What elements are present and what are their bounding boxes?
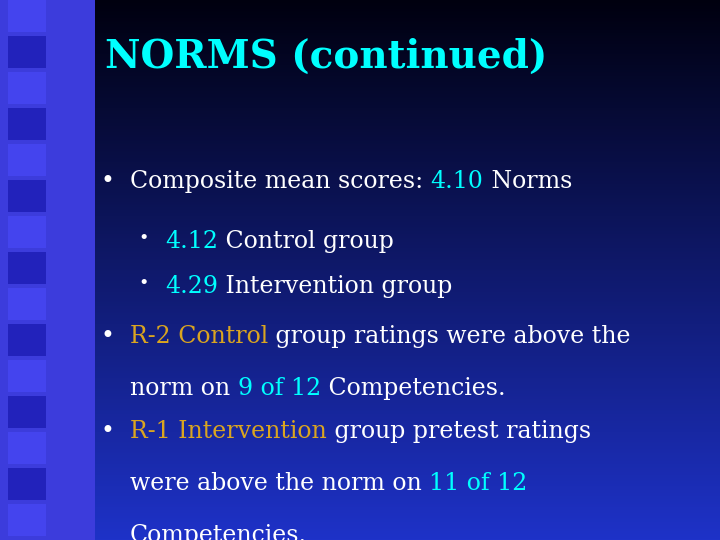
Text: Competencies.: Competencies.: [130, 524, 307, 540]
Text: were above the norm on: were above the norm on: [130, 472, 429, 495]
Text: R-1 Intervention: R-1 Intervention: [130, 420, 327, 443]
Bar: [8, 36, 46, 68]
Text: NORMS (continued): NORMS (continued): [105, 38, 547, 76]
Bar: [8, 468, 46, 500]
Text: •: •: [100, 420, 114, 443]
Bar: [8, 108, 46, 140]
Text: Intervention group: Intervention group: [218, 275, 452, 298]
Text: norm on: norm on: [130, 377, 238, 400]
Text: •: •: [138, 275, 148, 293]
Bar: [8, 180, 46, 212]
Text: 9 of 12: 9 of 12: [238, 377, 321, 400]
Text: group pretest ratings: group pretest ratings: [327, 420, 591, 443]
Text: 11 of 12: 11 of 12: [429, 472, 528, 495]
Bar: [8, 396, 46, 428]
Text: 4.12: 4.12: [165, 230, 218, 253]
Text: R-2 Control: R-2 Control: [130, 325, 269, 348]
Bar: [8, 144, 46, 176]
Bar: [8, 0, 46, 32]
Bar: [8, 324, 46, 356]
Bar: [8, 72, 46, 104]
Bar: [8, 288, 46, 320]
Text: Competencies.: Competencies.: [321, 377, 505, 400]
Text: Control group: Control group: [218, 230, 394, 253]
Text: Norms: Norms: [484, 170, 572, 193]
Text: 4.10: 4.10: [431, 170, 484, 193]
Text: •: •: [100, 325, 114, 348]
Bar: [8, 216, 46, 248]
Text: •: •: [100, 170, 114, 193]
Text: 4.29: 4.29: [165, 275, 218, 298]
Text: Composite mean scores:: Composite mean scores:: [130, 170, 431, 193]
Bar: [8, 252, 46, 284]
Bar: [8, 432, 46, 464]
Bar: [8, 504, 46, 536]
Text: •: •: [138, 230, 148, 248]
Text: group ratings were above the: group ratings were above the: [269, 325, 631, 348]
Bar: [8, 360, 46, 392]
